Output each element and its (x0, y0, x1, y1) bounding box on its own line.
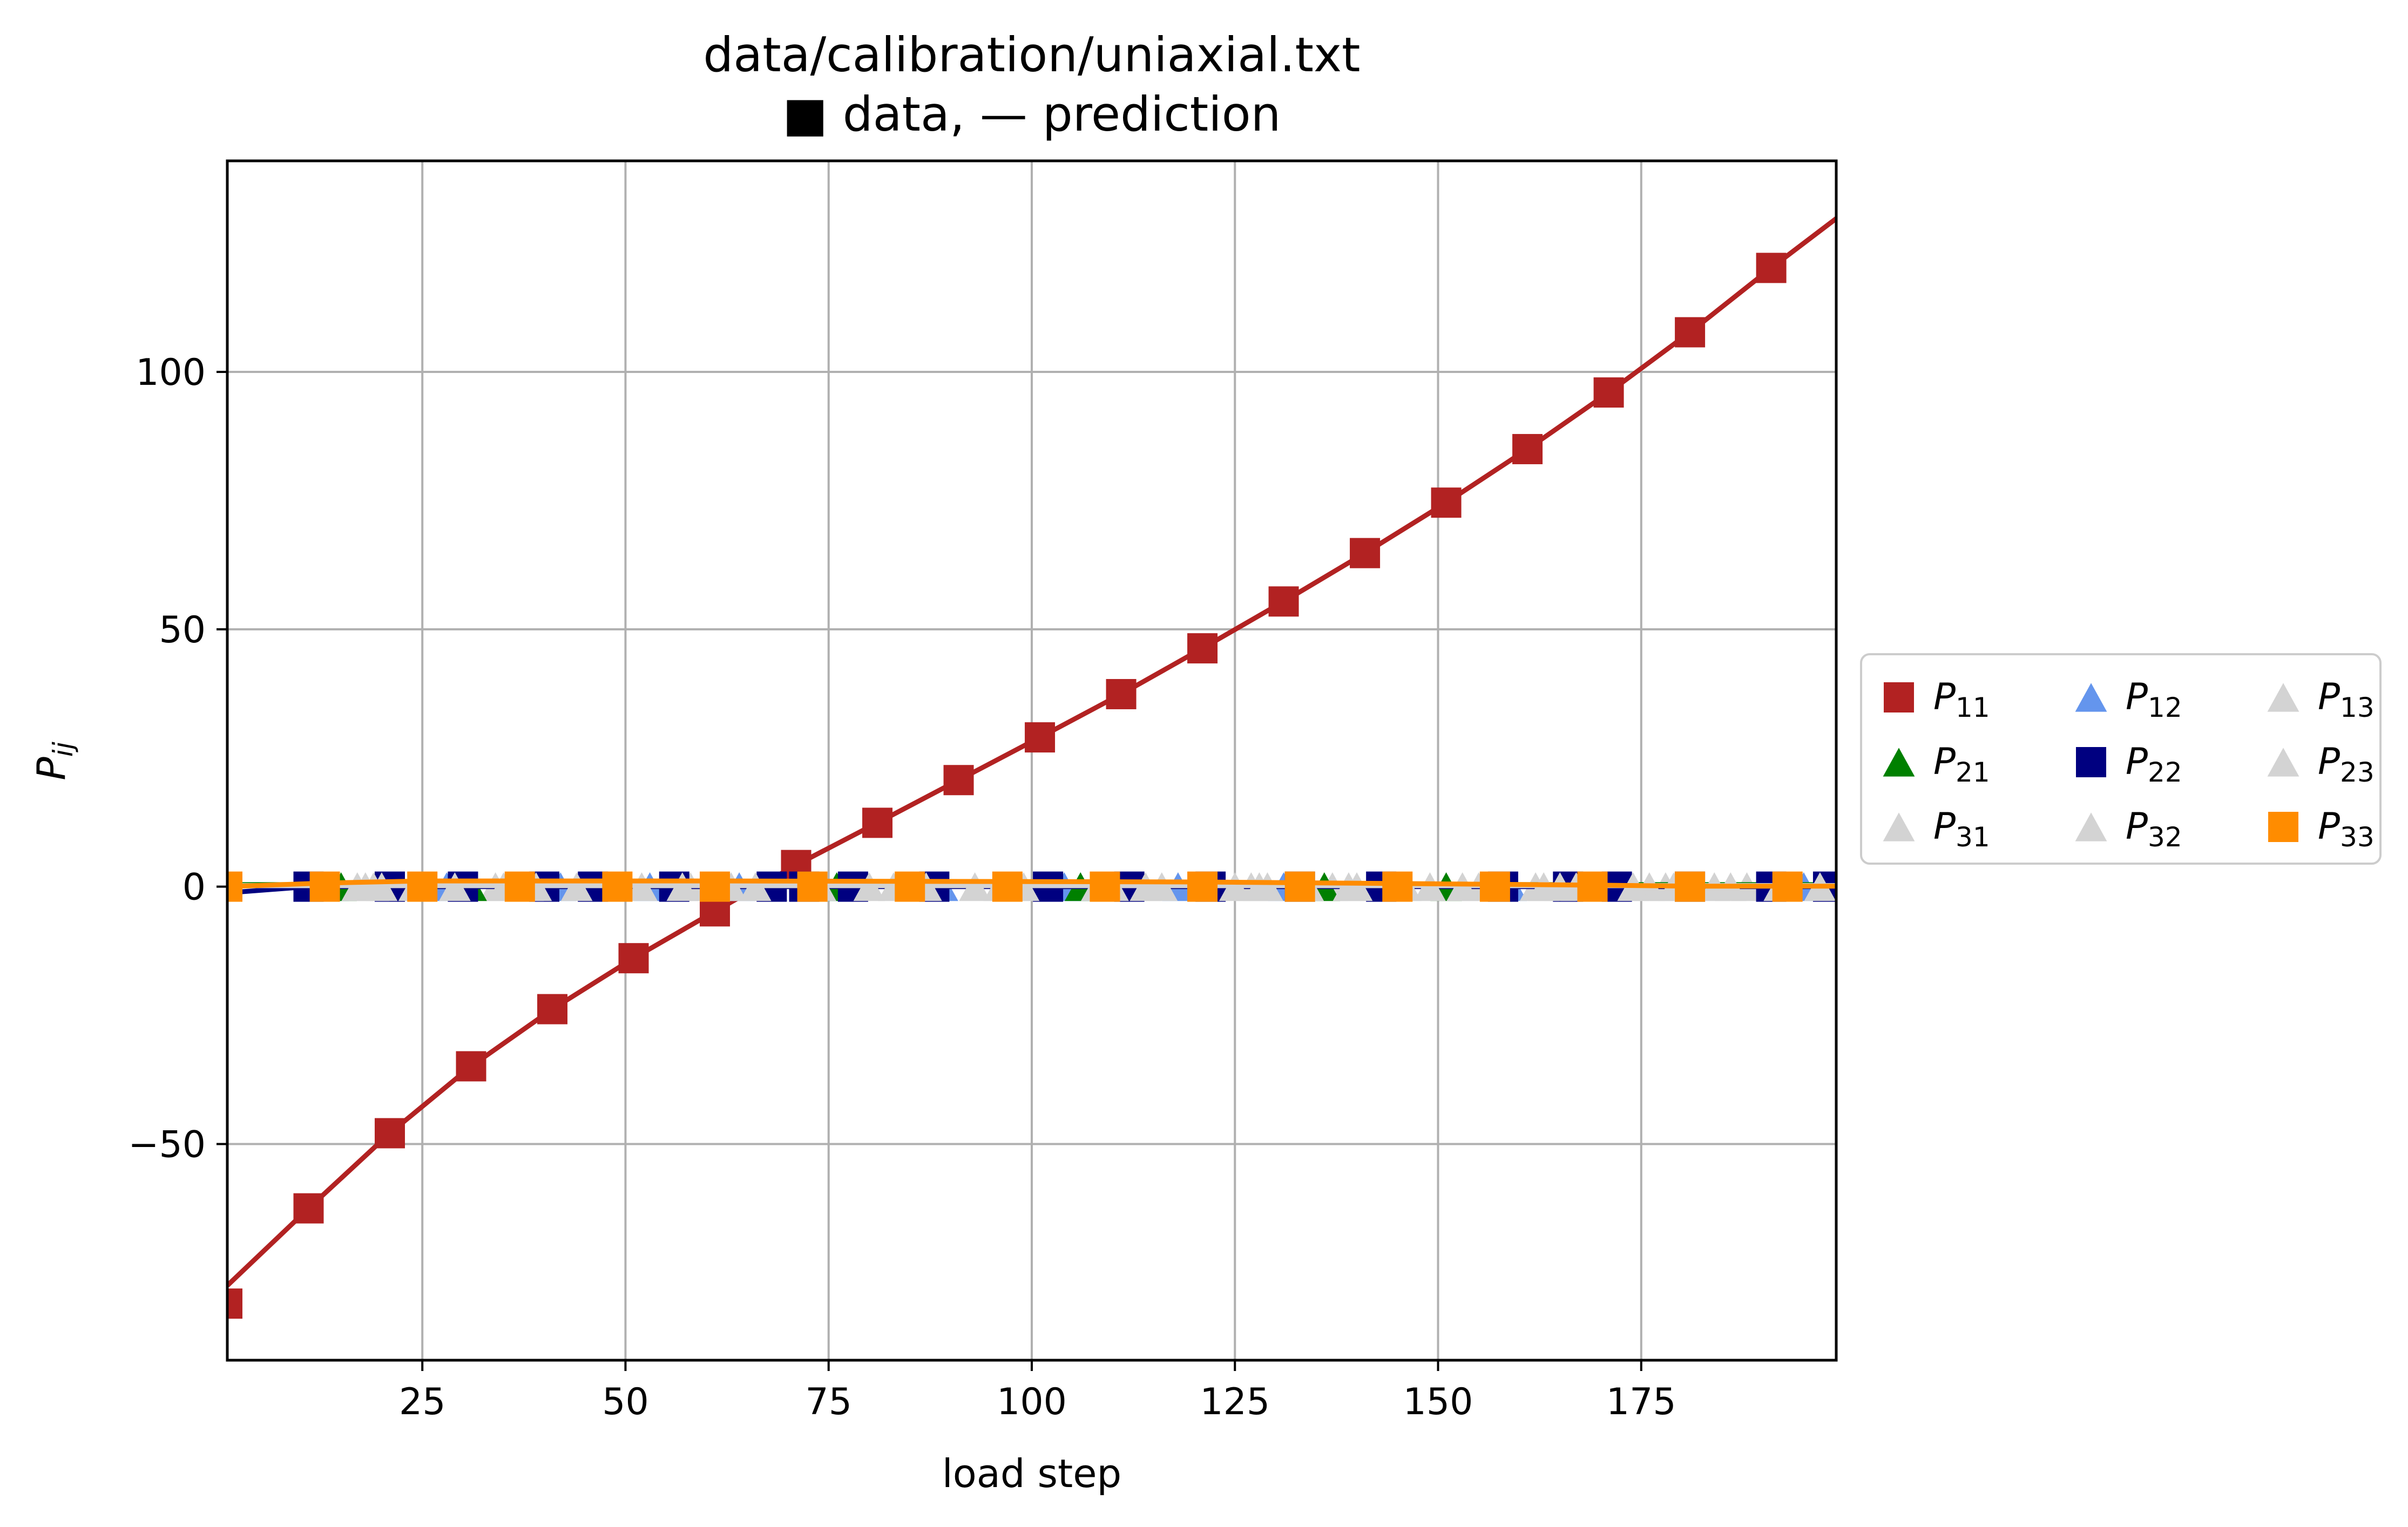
legend-item-P_33: P33 (2268, 805, 2375, 853)
data-point-P_33-13 (1479, 871, 1510, 902)
legend-item-P_22: P22 (2076, 741, 2182, 788)
data-point-P_11-19 (1756, 253, 1787, 283)
data-point-P_11-11 (1106, 678, 1137, 709)
legend: P11 P12 P13 P21 P22 P23 P31 P32 P33 (1860, 653, 2382, 865)
y-axis-label: Pij (29, 742, 79, 780)
data-point-P_11-16 (1512, 434, 1543, 465)
svg-text:Pij: Pij (29, 742, 79, 780)
data-point-P_32-1 (439, 872, 471, 901)
data-point-P_33-2 (407, 871, 438, 902)
legend-marker-P_33 (2268, 812, 2298, 842)
data-point-P_32-0 (357, 872, 390, 901)
x-tick-label-0: 25 (399, 1381, 446, 1423)
legend-label-P_21: P21 (1933, 741, 1990, 788)
data-point-P_11-14 (1350, 538, 1381, 568)
legend-item-P_13: P13 (2267, 676, 2375, 723)
y-axis-label-sub: ij (48, 742, 79, 757)
data-point-P_33-16 (1772, 871, 1803, 902)
chart-title: data/calibration/uniaxial.txt ■ data, — … (703, 27, 1360, 142)
y-tick-label-2: 50 (159, 609, 206, 651)
title-line-2: ■ data, — prediction (783, 86, 1281, 142)
data-point-P_11-18 (1675, 317, 1706, 348)
data-point-P_11-3 (456, 1051, 486, 1082)
legend-box (1860, 653, 2382, 865)
legend-marker-P_22 (2076, 747, 2106, 777)
data-point-P_33-0 (227, 871, 242, 902)
legend-marker-P_31 (1883, 812, 1915, 841)
data-point-P_11-2 (375, 1118, 405, 1149)
x-axis-label: load step (942, 1451, 1122, 1496)
x-tick-label-4: 125 (1200, 1381, 1270, 1423)
data-point-P_33-7 (895, 871, 925, 902)
data-point-P_33-6 (797, 871, 828, 902)
legend-label-P_22: P22 (2126, 741, 2182, 788)
plot-area (227, 216, 1836, 1319)
legend-item-P_12: P12 (2075, 676, 2182, 723)
data-point-P_11-1 (293, 1193, 324, 1224)
data-point-P_11-15 (1431, 487, 1462, 518)
data-point-P_11-12 (1187, 633, 1218, 664)
data-point-P_11-5 (618, 943, 649, 974)
x-tick-label-5: 150 (1403, 1381, 1473, 1423)
legend-item-P_31: P31 (1883, 805, 1990, 853)
legend-label-P_32: P32 (2126, 805, 2182, 853)
x-tick-label-1: 50 (602, 1381, 649, 1423)
data-point-P_11-13 (1268, 586, 1299, 617)
legend-item-P_23: P23 (2267, 741, 2375, 788)
legend-marker-P_32 (2075, 812, 2107, 841)
data-point-P_11-17 (1593, 377, 1624, 408)
data-point-P_11-8 (862, 807, 893, 838)
data-point-P_33-4 (602, 871, 633, 902)
data-point-P_33-1 (309, 871, 340, 902)
series-P_33 (227, 871, 1836, 902)
legend-marker-P_12 (2075, 683, 2107, 712)
data-point-P_33-15 (1675, 871, 1706, 902)
data-point-P_32-9 (1332, 872, 1365, 901)
data-point-P_11-4 (537, 994, 568, 1024)
x-tick-label-6: 175 (1606, 1381, 1676, 1423)
legend-label-P_11: P11 (1933, 676, 1990, 723)
data-point-P_33-5 (700, 871, 730, 902)
data-point-P_33-14 (1577, 871, 1608, 902)
data-point-P_33-10 (1187, 871, 1218, 902)
data-point-P_33-12 (1382, 871, 1413, 902)
data-point-P_33-8 (992, 871, 1023, 902)
legend-label-P_31: P31 (1933, 805, 1990, 853)
y-axis-label-main: P (29, 757, 74, 781)
y-tick-label-1: 0 (182, 866, 206, 909)
legend-marker-P_11 (1884, 682, 1914, 712)
x-tick-label-2: 75 (805, 1381, 852, 1423)
title-line-1: data/calibration/uniaxial.txt (703, 27, 1360, 83)
data-point-P_11-9 (943, 765, 974, 796)
legend-marker-P_23 (2267, 748, 2299, 777)
legend-label-P_12: P12 (2126, 676, 2182, 723)
data-point-P_32-8 (1252, 872, 1283, 901)
data-point-P_33-3 (504, 871, 535, 902)
axis-ticks: 25 50 75 100 125 150 175 −50 0 50 100 (128, 351, 1676, 1423)
legend-label-P_13: P13 (2318, 676, 2375, 723)
legend-item-P_11: P11 (1884, 676, 1990, 723)
legend-marker-P_21 (1883, 748, 1915, 777)
legend-item-P_21: P21 (1883, 741, 1990, 788)
legend-label-P_23: P23 (2318, 741, 2375, 788)
y-tick-label-0: −50 (128, 1123, 206, 1166)
legend-item-P_32: P32 (2075, 805, 2182, 853)
y-tick-label-3: 100 (136, 351, 206, 394)
legend-label-P_33: P33 (2318, 805, 2375, 853)
data-point-P_33-9 (1090, 871, 1120, 902)
data-point-P_11-10 (1025, 722, 1056, 753)
x-tick-label-3: 100 (997, 1381, 1067, 1423)
data-point-P_33-11 (1284, 871, 1315, 902)
series-P_11 (227, 216, 1836, 1319)
data-point-P_32-7 (1129, 872, 1162, 901)
data-point-P_32-10 (1414, 872, 1446, 901)
legend-marker-P_13 (2267, 683, 2299, 712)
data-point-P_11-0 (227, 1288, 242, 1319)
grid (227, 161, 1836, 1360)
